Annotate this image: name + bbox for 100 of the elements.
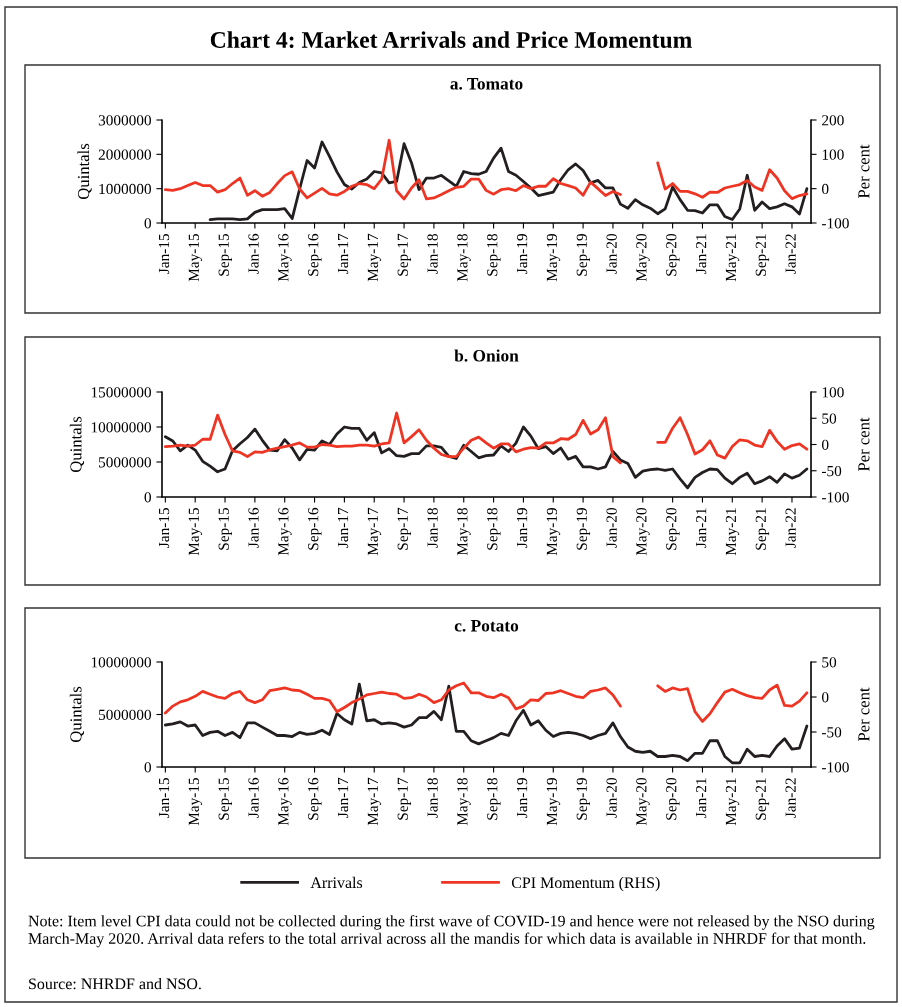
x-tick-label: Sep-17: [397, 777, 411, 820]
x-tick-label: Jan-22: [785, 778, 796, 818]
x-tick-label: May-21: [725, 508, 740, 556]
x-tick-label: May-20: [636, 778, 650, 826]
x-tick-label: Sep-19: [576, 508, 591, 550]
x-tick-label: Jan-16: [248, 777, 259, 818]
x-tick-label: Jan-15: [158, 778, 170, 818]
x-tick-label: Sep-17: [397, 507, 411, 550]
x-tick-label: Sep-20: [666, 778, 680, 820]
y-tick-label: 10000000: [91, 657, 151, 668]
x-tick-label: Sep-15: [218, 234, 232, 276]
y-tick-label: 1000000: [99, 183, 151, 195]
y2-tick-label: 100: [822, 387, 844, 398]
x-tick-label: Jan-18: [427, 234, 438, 274]
y-axis-title: Quintals: [69, 686, 85, 743]
line-series: [208, 140, 809, 221]
text: Note: Item level CPI data could not be collected during the first wave of COVID-19 and hence were not released by the NSO during March-May 2020. Arrival data refers to the total arrival across all the mandis for which data is available in NHRDF for that month.: [28, 915, 875, 948]
x-tick-label: May-15: [188, 234, 203, 282]
y2-tick-label: -100: [821, 218, 849, 229]
y2-tick-label: -100: [821, 492, 849, 503]
y-tick-label: 2000000: [98, 149, 151, 160]
x-tick-label: Sep-16: [308, 777, 322, 820]
x-tick-label: Sep-21: [755, 508, 770, 550]
x-tick-label: Sep-18: [487, 234, 501, 276]
x-tick-label: May-21: [725, 234, 740, 282]
x-tick-label: May-17: [367, 777, 382, 826]
x-tick-label: Jan-17: [337, 233, 349, 274]
x-tick-label: May-17: [367, 233, 382, 282]
chart-title: b. Onion: [454, 349, 519, 362]
y-tick-label: 3000000: [98, 115, 151, 126]
x-tick-label: Sep-18: [487, 778, 501, 820]
x-tick-label: Jan-20: [606, 508, 617, 548]
y2-tick-label: 0: [822, 692, 829, 703]
x-tick-label: Sep-21: [755, 778, 770, 820]
y2-tick-label: 0: [822, 439, 829, 450]
x-tick-label: May-19: [546, 508, 561, 556]
y2-tick-label: 0: [822, 183, 829, 195]
y-tick-label: 10000000: [91, 422, 151, 433]
x-tick-label: May-16: [278, 777, 292, 826]
y2-axis-title: Per cent: [858, 144, 870, 199]
y2-tick-label: 50: [822, 657, 837, 668]
x-tick-label: May-19: [546, 234, 561, 282]
x-tick-label: Jan-22: [785, 234, 796, 274]
x-tick-label: May-20: [636, 508, 650, 556]
x-tick-label: May-15: [188, 778, 203, 826]
y2-tick-label: 200: [822, 115, 844, 126]
y-axis-title: Quintals: [77, 143, 92, 200]
y-tick-label: 5000000: [99, 457, 151, 468]
x-tick-label: Jan-19: [516, 778, 528, 818]
legend-label: CPI Momentum (RHS): [511, 876, 660, 892]
y2-tick-label: -50: [821, 465, 842, 477]
source-note: Source: NHRDF and NSO.: [29, 978, 201, 990]
x-tick-label: Sep-21: [755, 234, 770, 276]
x-tick-label: May-16: [278, 507, 292, 556]
x-tick-label: Jan-15: [158, 508, 170, 548]
x-tick-label: Sep-17: [397, 233, 411, 276]
x-tick-label: Jan-19: [516, 234, 528, 274]
line-series: [163, 425, 809, 490]
y-tick-label: 0: [144, 492, 151, 503]
x-tick-label: Jan-16: [248, 233, 259, 274]
x-tick-label: May-18: [457, 778, 471, 826]
x-tick-label: Sep-16: [308, 233, 322, 276]
x-tick-label: Jan-16: [248, 507, 259, 548]
chart-title: Chart 4: Market Arrivals and Price Momentum: [210, 31, 692, 49]
x-tick-label: May-19: [546, 778, 561, 826]
x-tick-label: Sep-15: [218, 508, 232, 550]
x-tick-label: Jan-21: [696, 508, 707, 548]
x-tick-label: Jan-17: [337, 777, 349, 818]
y2-tick-label: 50: [822, 413, 837, 424]
x-tick-label: May-17: [367, 507, 382, 556]
x-tick-label: Jan-18: [427, 778, 438, 818]
x-tick-label: May-15: [188, 508, 203, 556]
x-tick-label: May-20: [636, 234, 650, 282]
y-tick-label: 5000000: [99, 709, 151, 720]
x-tick-label: Jan-17: [337, 507, 349, 548]
x-tick-label: Sep-20: [666, 508, 680, 550]
x-tick-label: May-18: [457, 508, 471, 556]
y-tick-label: 0: [144, 762, 151, 773]
y2-axis-title: Per cent: [858, 417, 870, 472]
chart-subtitle: a. Tomato: [450, 78, 523, 90]
x-tick-label: Jan-22: [785, 508, 796, 548]
y-tick-label: 15000000: [91, 387, 151, 398]
x-tick-label: May-18: [457, 234, 471, 282]
x-tick-label: Jan-21: [696, 778, 707, 818]
x-tick-label: Sep-19: [576, 778, 591, 820]
x-tick-label: Sep-15: [218, 778, 232, 820]
y2-axis-title: Per cent: [858, 687, 870, 742]
y2-tick-label: -50: [821, 727, 842, 738]
x-tick-label: Sep-19: [576, 234, 591, 276]
x-tick-label: Jan-19: [516, 508, 528, 548]
x-tick-label: Jan-20: [606, 778, 617, 818]
x-tick-label: Sep-16: [308, 507, 322, 550]
x-tick-label: Jan-21: [696, 234, 707, 274]
x-tick-label: May-16: [278, 233, 292, 282]
y-tick-label: 0: [144, 218, 151, 229]
x-tick-label: Jan-20: [606, 234, 617, 274]
x-tick-label: Sep-20: [666, 234, 680, 276]
legend-label: Arrivals: [310, 876, 363, 889]
chart-title: c. Potato: [454, 620, 519, 632]
y2-tick-label: -100: [821, 762, 849, 773]
